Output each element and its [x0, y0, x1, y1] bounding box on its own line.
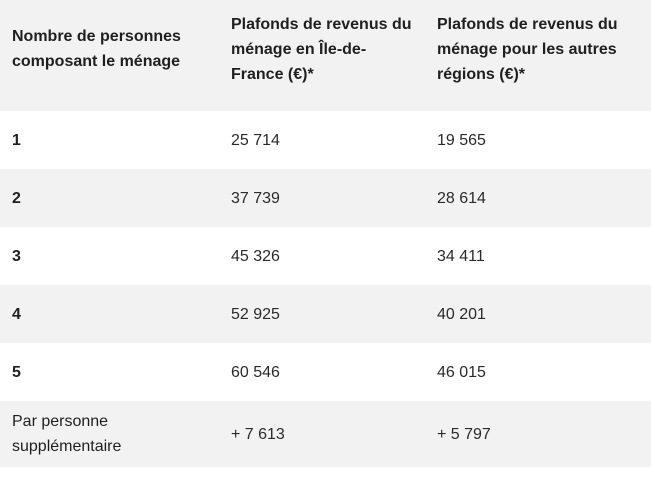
other-regions-ceiling-cell: 19 565	[437, 131, 486, 149]
other-regions-ceiling-cell: 46 015	[437, 363, 486, 381]
other-regions-ceiling-cell: + 5 797	[437, 425, 491, 443]
other-regions-ceiling-cell: 34 411	[437, 247, 485, 265]
household-size-cell: 4	[12, 305, 21, 323]
header-row: Nombre de personnes composant le ménage …	[0, 0, 651, 111]
other-regions-ceiling-cell: 28 614	[437, 189, 486, 207]
household-size-cell: Par personne supplémentaire	[12, 413, 122, 455]
household-size-cell: 1	[12, 131, 21, 149]
household-size-cell: 2	[12, 189, 21, 207]
table-row: 1 25 714 19 565	[0, 111, 651, 169]
ile-de-france-ceiling-cell: 37 739	[231, 189, 280, 207]
ile-de-france-ceiling-cell: 60 546	[231, 363, 280, 381]
table-body: 1 25 714 19 565 2 37 739 28 614 3 45 326…	[0, 111, 651, 467]
table-header: Nombre de personnes composant le ménage …	[0, 0, 651, 111]
header-ceiling-other-regions: Plafonds de revenus du ménage pour les a…	[437, 16, 618, 83]
table-row: Par personne supplémentaire + 7 613 + 5 …	[0, 401, 651, 467]
household-size-cell: 5	[12, 363, 21, 381]
household-size-cell: 3	[12, 247, 21, 265]
ile-de-france-ceiling-cell: 25 714	[231, 131, 280, 149]
table-row: 2 37 739 28 614	[0, 169, 651, 227]
ile-de-france-ceiling-cell: 45 326	[231, 247, 280, 265]
table-row: 5 60 546 46 015	[0, 343, 651, 401]
other-regions-ceiling-cell: 40 201	[437, 305, 486, 323]
ile-de-france-ceiling-cell: + 7 613	[231, 425, 285, 443]
table-row: 3 45 326 34 411	[0, 227, 651, 285]
header-ceiling-ile-de-france: Plafonds de revenus du ménage en Île-de-…	[231, 16, 412, 83]
income-ceiling-table: Nombre de personnes composant le ménage …	[0, 0, 651, 467]
ile-de-france-ceiling-cell: 52 925	[231, 305, 280, 323]
table-row: 4 52 925 40 201	[0, 285, 651, 343]
header-household-size: Nombre de personnes composant le ménage	[12, 28, 181, 70]
